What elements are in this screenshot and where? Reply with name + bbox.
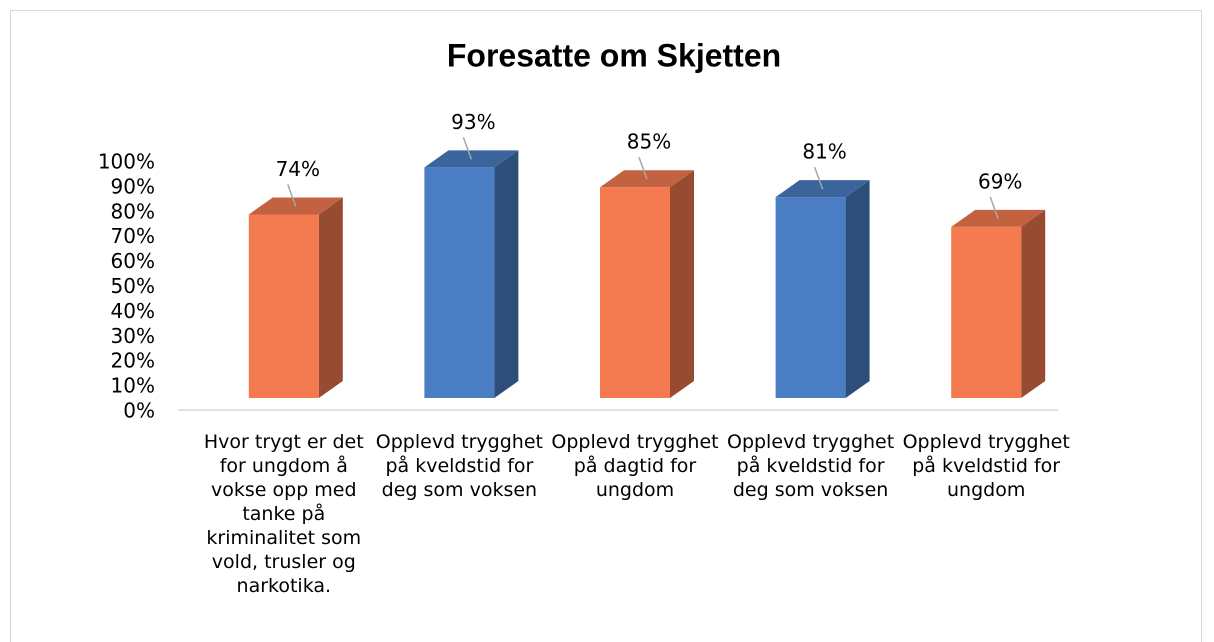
bar-side <box>670 170 694 398</box>
y-tick-label: 40% <box>111 299 155 323</box>
leader-line <box>989 196 999 220</box>
y-tick-label: 90% <box>111 174 155 198</box>
y-tick-label: 100% <box>98 150 155 174</box>
y-tick-label: 70% <box>111 224 155 248</box>
data-label: 93% <box>451 110 495 134</box>
bar <box>775 180 870 398</box>
bar-front <box>775 197 846 398</box>
y-tick-label: 20% <box>111 349 155 373</box>
leader-line <box>287 184 297 207</box>
bar <box>951 209 1046 398</box>
y-tick-label: 30% <box>111 324 155 348</box>
x-tick-label: Opplevd trygghet på kveldstid for deg so… <box>726 431 895 501</box>
x-tick-label: Opplevd trygghet på kveldstid for deg so… <box>375 431 543 501</box>
bar-side <box>845 180 870 398</box>
data-label: 69% <box>978 169 1022 193</box>
leader-line <box>462 137 473 160</box>
y-tick-label: 60% <box>111 249 155 273</box>
bar-side <box>1021 209 1046 398</box>
data-label: 81% <box>802 140 846 164</box>
bar-front <box>951 226 1022 398</box>
bar-side <box>318 197 343 398</box>
bar-front <box>424 167 495 398</box>
y-tick-label: 10% <box>111 374 155 398</box>
x-tick-label: Opplevd trygghet på kveldstid for ungdom <box>902 431 1070 501</box>
bar-front <box>248 214 319 398</box>
y-tick-label: 80% <box>111 199 155 223</box>
bar-side <box>494 150 519 398</box>
y-tick-label: 0% <box>123 399 155 423</box>
x-tick-label: Hvor trygt er det for ungdom å vokse opp… <box>203 431 364 597</box>
x-tick-label: Opplevd trygghet på dagtid for ungdom <box>551 431 719 501</box>
leader-line <box>638 156 648 180</box>
y-tick-label: 50% <box>111 274 155 298</box>
bar <box>424 150 519 398</box>
data-label: 85% <box>627 130 671 154</box>
bar <box>248 197 343 398</box>
chart-title: Foresatte om Skjetten <box>447 37 781 73</box>
data-label: 74% <box>276 157 320 181</box>
leader-line <box>813 166 824 190</box>
bar <box>600 170 694 398</box>
chart-frame <box>10 10 1202 642</box>
bar-front <box>600 187 670 398</box>
